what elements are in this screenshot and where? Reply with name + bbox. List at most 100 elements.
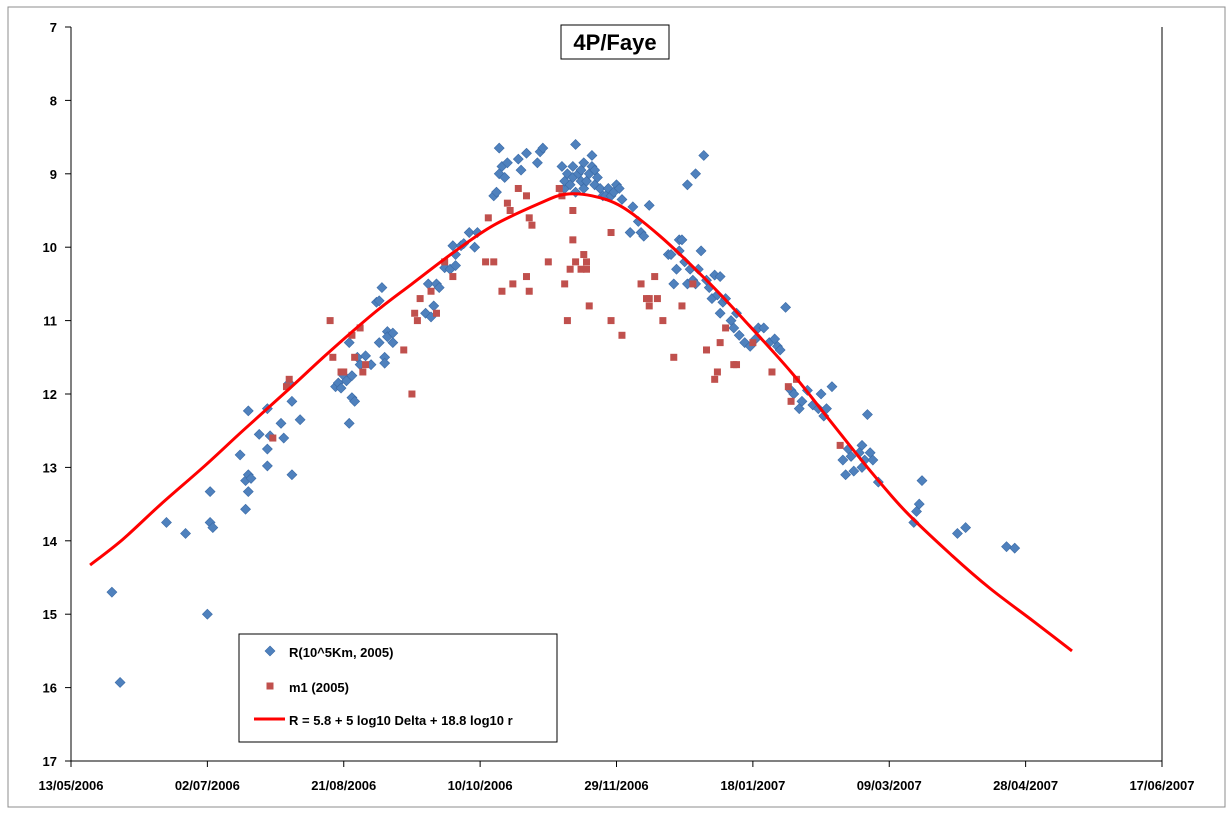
data-point-r: [242, 405, 254, 417]
x-tick-label: 21/08/2006: [311, 778, 376, 793]
legend: R(10^5Km, 2005) m1 (2005) R = 5.8 + 5 lo…: [238, 633, 558, 743]
chart-title-box: 4P/Faye: [560, 24, 670, 60]
data-point-r: [698, 150, 710, 161]
data-point-r: [373, 295, 385, 307]
data-point-m1: [413, 317, 421, 325]
data-point-r: [201, 608, 213, 620]
data-point-m1: [498, 287, 506, 295]
data-point-m1: [689, 280, 697, 288]
data-point-r: [714, 271, 726, 282]
data-point-m1: [563, 317, 571, 325]
data-point-m1: [572, 258, 580, 266]
data-point-r: [714, 307, 726, 319]
data-point-r: [758, 322, 770, 334]
data-point-r: [512, 153, 524, 165]
data-point-r: [908, 517, 920, 528]
data-point-r: [373, 337, 385, 349]
data-point-r: [952, 528, 963, 539]
data-point-r: [567, 161, 579, 172]
x-tick-label: 28/04/2007: [993, 778, 1058, 793]
data-point-m1: [544, 258, 552, 266]
data-point-r: [845, 450, 857, 462]
data-point-m1: [569, 236, 577, 244]
data-point-r: [671, 263, 682, 275]
data-point-m1: [514, 184, 522, 192]
data-point-r: [733, 329, 745, 341]
data-point-r: [837, 454, 849, 466]
data-point-r: [499, 172, 511, 183]
series-model-curve: [89, 192, 1073, 653]
data-point-r: [114, 677, 126, 688]
data-point-m1: [749, 339, 757, 347]
data-point-r: [261, 460, 273, 472]
data-point-r: [960, 522, 972, 534]
data-point-m1: [555, 184, 563, 192]
data-point-r: [286, 469, 298, 481]
legend-label-m1: m1 (2005): [289, 680, 349, 695]
data-point-m1: [566, 265, 574, 273]
x-tick-label: 17/06/2007: [1129, 778, 1194, 793]
data-point-r: [815, 388, 827, 400]
data-point-r: [681, 179, 693, 191]
series-m1: [269, 184, 844, 449]
data-point-m1: [503, 199, 511, 207]
data-point-m1: [577, 265, 585, 273]
data-point-m1: [416, 295, 424, 303]
data-point-r: [261, 443, 273, 455]
data-point-m1: [569, 207, 577, 214]
data-point-m1: [713, 368, 721, 376]
data-point-r: [728, 322, 740, 334]
data-point-r: [627, 201, 639, 213]
data-point-m1: [356, 324, 364, 332]
data-point-m1: [670, 353, 678, 361]
data-point-r: [780, 301, 792, 313]
data-point-r: [387, 327, 399, 339]
data-point-m1: [411, 309, 419, 317]
y-axis-ticks: 7 8 9 10 11 12 13 14 15 16 17: [43, 20, 71, 769]
data-point-r: [447, 240, 459, 252]
data-point-m1: [722, 324, 730, 332]
data-point-m1: [362, 361, 370, 369]
data-point-m1: [645, 302, 653, 310]
data-point-m1: [408, 390, 416, 398]
data-point-r: [286, 395, 298, 407]
data-point-r: [450, 260, 462, 271]
data-point-r: [204, 486, 216, 498]
data-point-m1: [787, 397, 795, 405]
data-point-r: [913, 498, 925, 510]
x-tick-label: 10/10/2006: [448, 778, 513, 793]
data-point-r: [207, 522, 219, 534]
data-point-r: [493, 142, 505, 154]
data-point-m1: [607, 229, 615, 237]
data-point-r: [624, 227, 636, 238]
data-point-m1: [711, 375, 719, 383]
data-point-m1: [285, 375, 293, 383]
data-point-m1: [607, 317, 615, 325]
data-point-r: [376, 282, 388, 293]
x-tick-label: 09/03/2007: [857, 778, 922, 793]
x-tick-label: 02/07/2006: [175, 778, 240, 793]
model-curve-line: [89, 192, 1073, 653]
data-point-m1: [525, 214, 533, 222]
y-tick-label: 7: [50, 20, 57, 35]
data-point-r: [253, 428, 265, 440]
data-point-m1: [637, 280, 645, 288]
data-point-m1: [484, 214, 492, 222]
y-tick-label: 11: [43, 314, 57, 329]
data-point-m1: [282, 383, 290, 391]
data-point-m1: [348, 331, 356, 339]
data-point-m1: [653, 295, 661, 303]
data-point-r: [848, 465, 860, 477]
data-point-r: [242, 486, 254, 498]
chart-border: [7, 6, 1226, 808]
x-tick-label: 13/05/2006: [38, 778, 103, 793]
data-point-r: [501, 157, 513, 169]
data-point-r: [343, 417, 355, 429]
data-point-m1: [525, 287, 533, 295]
legend-label-r: R(10^5Km, 2005): [289, 645, 393, 660]
data-point-m1: [645, 295, 653, 303]
data-point-m1: [582, 258, 590, 266]
chart-title: 4P/Faye: [573, 30, 656, 55]
data-point-r: [826, 381, 838, 393]
data-point-r: [469, 241, 481, 253]
